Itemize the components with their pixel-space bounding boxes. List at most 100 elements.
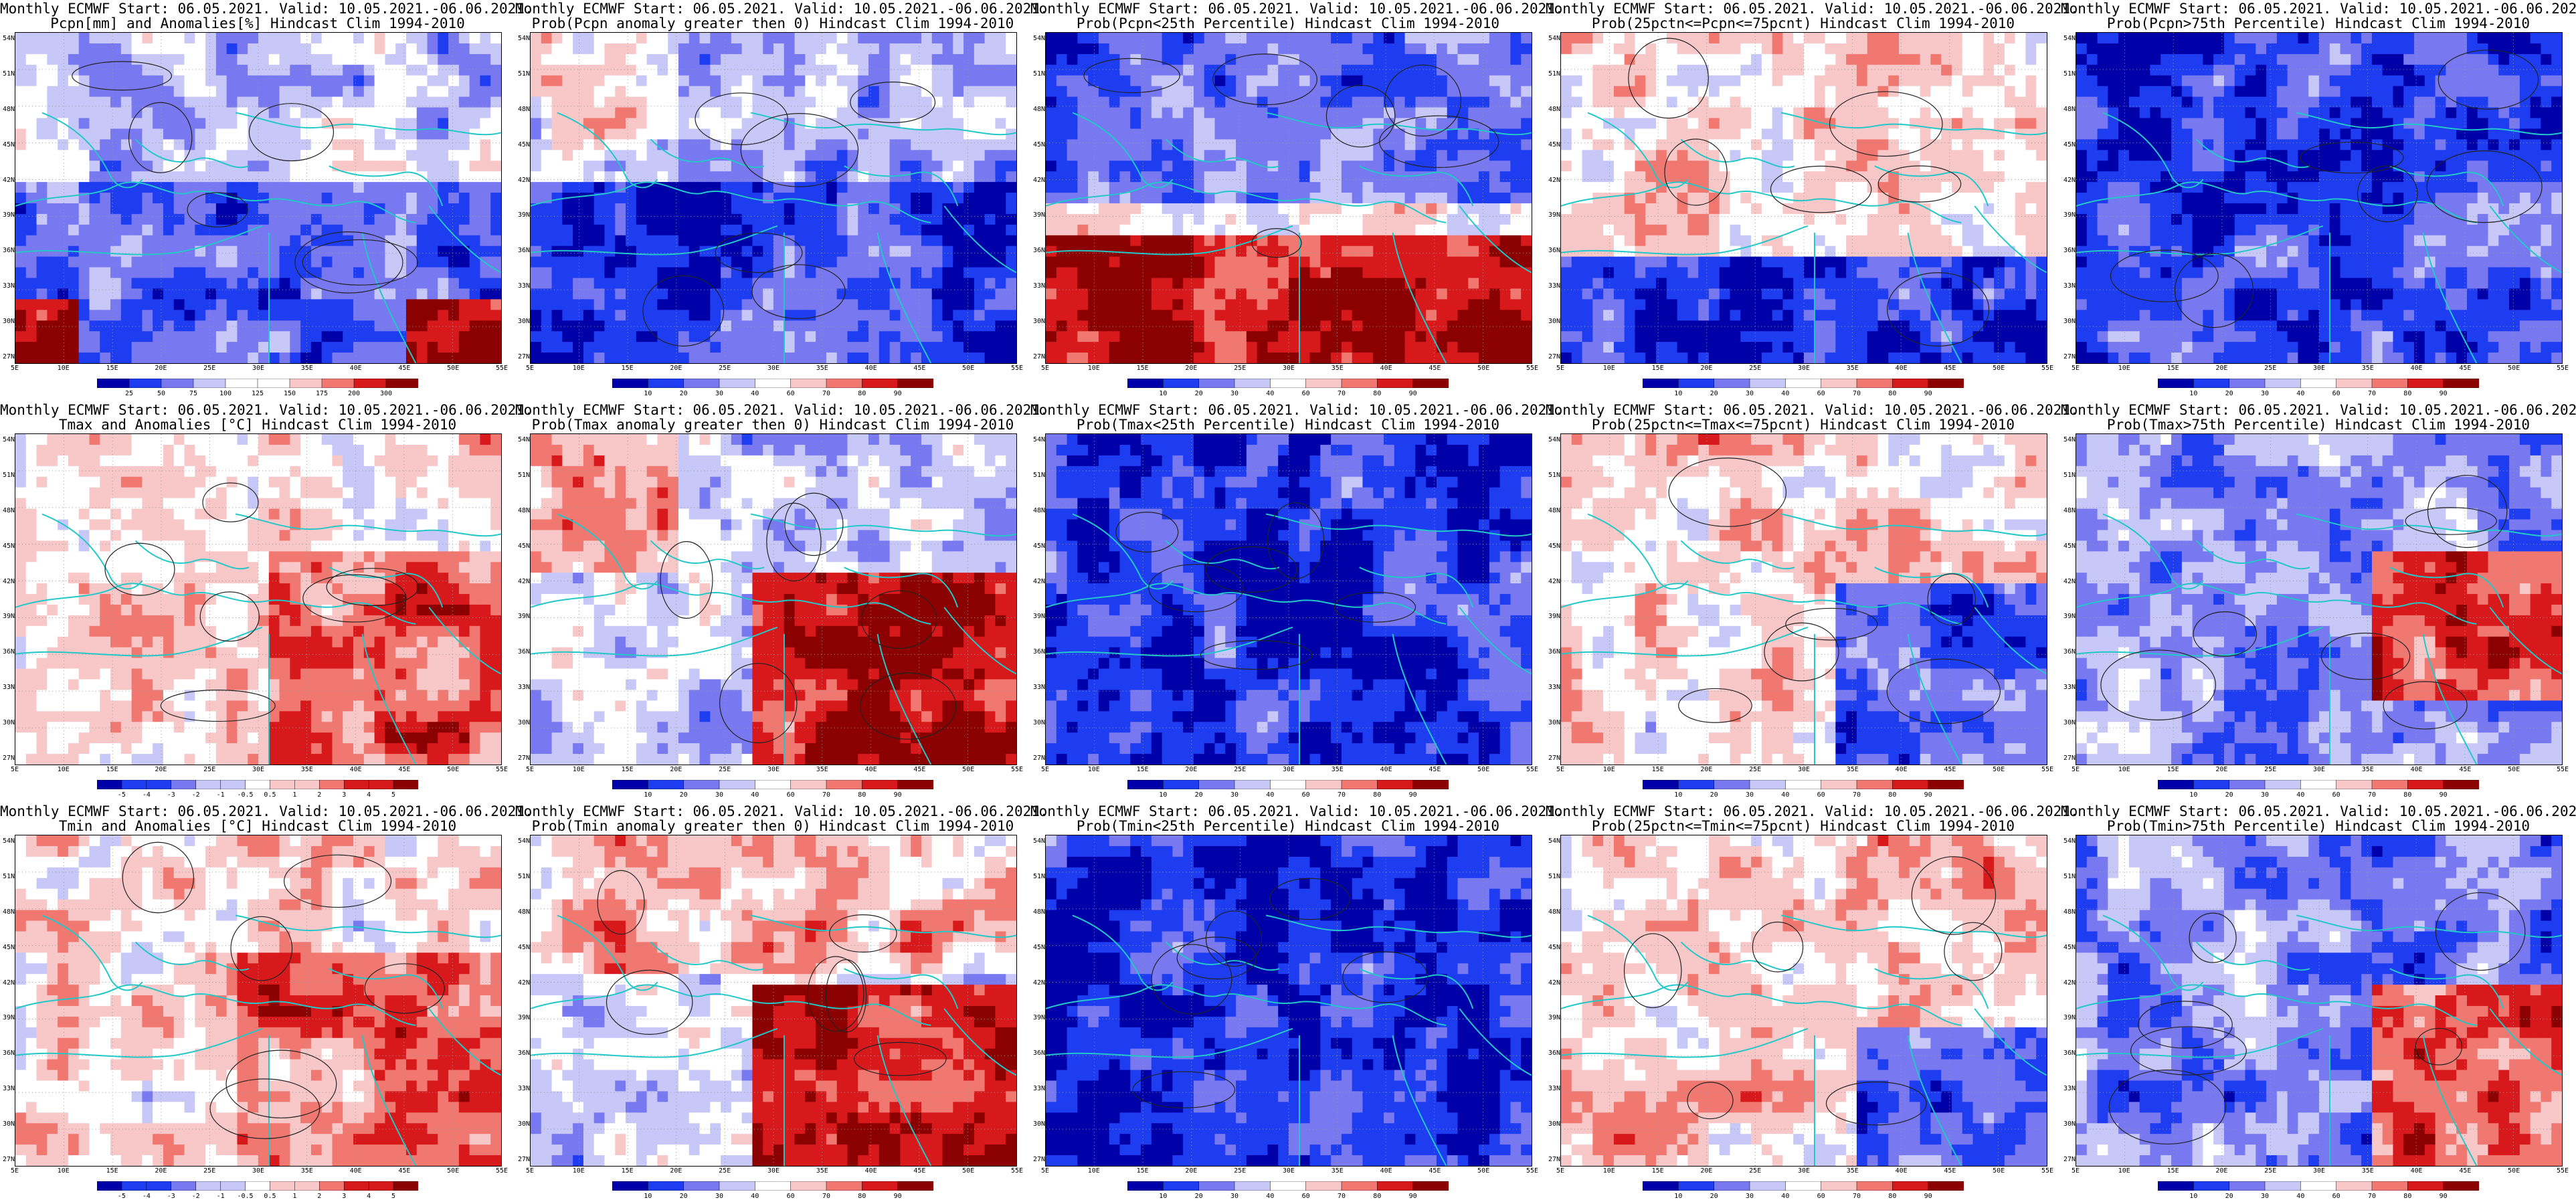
field-cell xyxy=(626,150,637,161)
field-cell xyxy=(205,342,217,353)
field-cell xyxy=(1603,96,1615,108)
field-cell xyxy=(248,235,259,247)
field-cell xyxy=(1624,75,1636,87)
field-cell xyxy=(2025,118,2037,130)
field-cell xyxy=(1457,118,1469,130)
coastline xyxy=(15,181,416,223)
field-cell xyxy=(279,150,290,161)
field-cell xyxy=(636,213,648,225)
field-cell xyxy=(710,203,721,215)
field-cell xyxy=(1309,331,1321,342)
field-cell xyxy=(731,182,743,193)
field-cell xyxy=(583,96,595,108)
field-cell xyxy=(173,320,185,332)
field-cell xyxy=(836,278,848,290)
field-cell xyxy=(1141,161,1152,172)
field-cell xyxy=(1426,96,1437,108)
lat-tick-label: 30N xyxy=(0,318,15,325)
field-cell xyxy=(480,299,491,310)
field-cell xyxy=(1373,299,1384,310)
field-cell xyxy=(163,193,175,204)
field-cell xyxy=(942,331,953,342)
field-cell xyxy=(1119,256,1131,268)
field-cell xyxy=(794,353,806,363)
field-cell xyxy=(921,128,933,140)
field-cell xyxy=(458,139,470,150)
field-cell xyxy=(1972,118,1984,130)
field-cell xyxy=(469,96,481,108)
field-cell xyxy=(1510,299,1522,310)
field-cell xyxy=(1257,128,1269,140)
field-cell xyxy=(427,213,438,225)
field-cell xyxy=(1362,267,1374,279)
field-cell xyxy=(1972,86,1984,98)
field-cell xyxy=(974,203,986,215)
field-cell xyxy=(1479,320,1490,332)
field-cell xyxy=(1162,299,1173,310)
field-cell xyxy=(1384,320,1395,332)
field-cell xyxy=(1006,299,1016,310)
field-cell xyxy=(1162,96,1173,108)
field-cell xyxy=(1479,203,1490,215)
field-cell xyxy=(321,161,333,172)
field-cell xyxy=(551,54,563,66)
field-cell xyxy=(226,245,238,258)
colorbar-tick-label: 40 xyxy=(751,391,759,397)
field-cell xyxy=(36,235,48,247)
field-cell xyxy=(626,171,637,183)
field-cell xyxy=(153,288,164,300)
field-cell xyxy=(911,224,922,236)
field-cell xyxy=(427,96,438,108)
field-cell xyxy=(1677,64,1688,76)
field-cell xyxy=(953,139,964,150)
field-cell xyxy=(1006,342,1016,353)
field-cell xyxy=(480,193,491,204)
field-cell xyxy=(153,256,164,268)
field-cell xyxy=(68,96,80,108)
field-cell xyxy=(173,182,185,193)
colorbar-swatch xyxy=(1198,379,1235,388)
field-cell xyxy=(1267,213,1279,225)
field-cell xyxy=(1521,64,1532,76)
field-cell xyxy=(995,353,1006,363)
field-cell xyxy=(58,278,69,290)
field-cell xyxy=(416,235,428,247)
field-cell xyxy=(248,86,259,98)
field-cell xyxy=(1109,96,1121,108)
field-cell xyxy=(1740,64,1752,76)
field-cell xyxy=(153,353,164,363)
field-cell xyxy=(752,193,763,204)
field-cell xyxy=(258,288,270,300)
field-cell xyxy=(25,256,37,268)
field-cell xyxy=(1708,86,1720,98)
field-cell xyxy=(2036,107,2047,119)
field-cell xyxy=(343,267,354,279)
field-cell xyxy=(531,331,542,342)
field-cell xyxy=(710,278,721,290)
field-cell xyxy=(1088,342,1099,353)
field-cell xyxy=(1521,54,1532,66)
field-cell xyxy=(541,213,553,225)
field-cell xyxy=(531,278,542,290)
field-cell xyxy=(858,245,869,258)
field-cell xyxy=(385,331,396,342)
field-cell xyxy=(1362,245,1374,258)
field-cell xyxy=(784,107,796,119)
field-cell xyxy=(1046,64,1057,76)
field-cell xyxy=(268,171,280,183)
field-cell xyxy=(353,128,365,140)
field-cell xyxy=(321,310,333,321)
field-cell xyxy=(1098,310,1110,321)
field-cell xyxy=(110,342,122,353)
field-cell xyxy=(1098,278,1110,290)
field-cell xyxy=(604,54,616,66)
field-cell xyxy=(868,150,880,161)
field-cell xyxy=(1426,75,1437,87)
field-cell xyxy=(427,299,438,310)
lon-tick-label: 55E xyxy=(496,365,508,372)
field-cell xyxy=(816,64,827,76)
field-cell xyxy=(646,118,658,130)
field-cell xyxy=(1761,118,1773,130)
field-cell xyxy=(1962,96,1974,108)
field-cell xyxy=(562,331,573,342)
